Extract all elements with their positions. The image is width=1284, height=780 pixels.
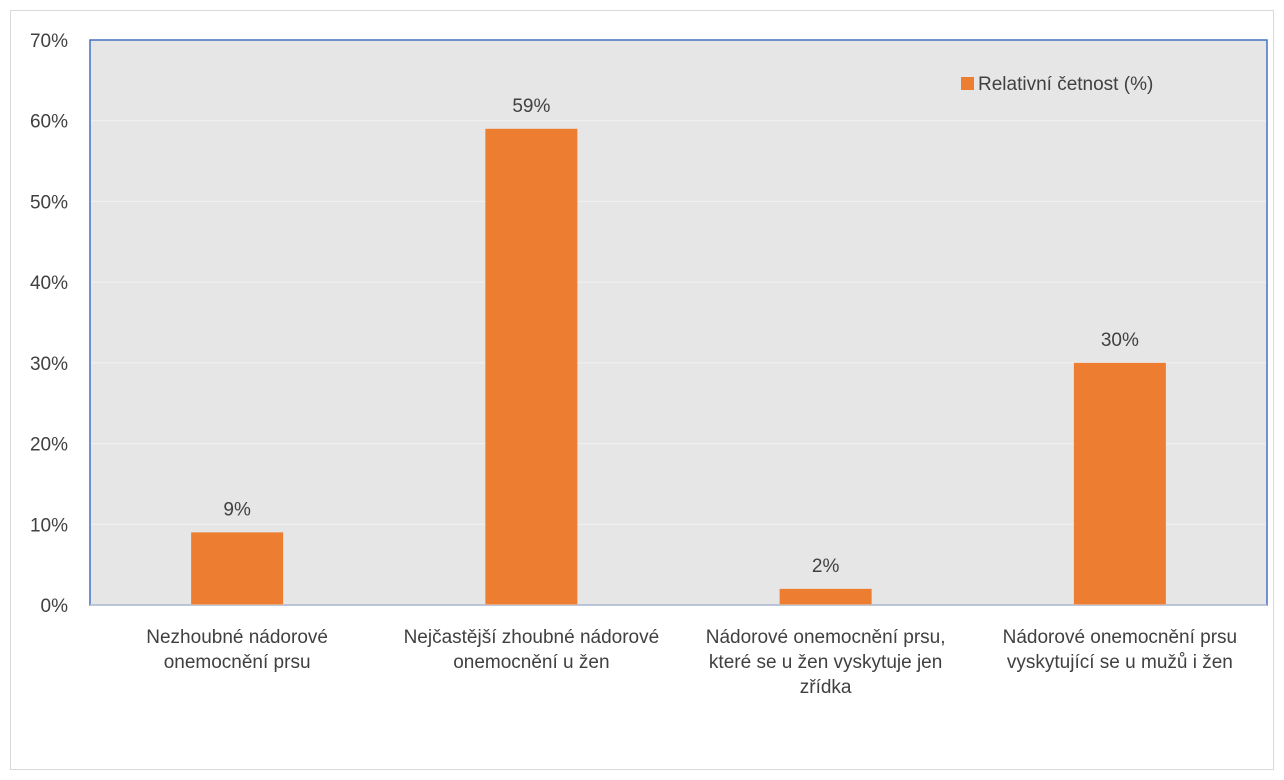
- legend-label: Relativní četnost (%): [978, 74, 1153, 95]
- x-tick-label: onemocnění prsu: [164, 652, 311, 673]
- data-label: 59%: [512, 96, 550, 117]
- x-tick-label: které se u žen vyskytuje jen: [709, 652, 942, 673]
- x-tick-label: Nádorové onemocnění prsu,: [706, 627, 946, 648]
- y-tick-label: 10%: [30, 515, 68, 536]
- y-tick-label: 20%: [30, 435, 68, 456]
- bar: [1073, 362, 1166, 605]
- data-label: 2%: [812, 556, 840, 577]
- legend-swatch: [961, 77, 974, 90]
- x-tick-label: zřídka: [800, 677, 852, 698]
- data-label: 30%: [1101, 330, 1139, 351]
- y-tick-label: 60%: [30, 112, 68, 133]
- y-tick-label: 50%: [30, 192, 68, 213]
- y-tick-label: 40%: [30, 273, 68, 294]
- bar: [191, 532, 284, 605]
- x-tick-label: vyskytující se u mužů i žen: [1007, 652, 1233, 673]
- data-label: 9%: [223, 499, 251, 520]
- y-tick-label: 70%: [30, 31, 68, 52]
- x-tick-label: Nádorové onemocnění prsu: [1003, 627, 1237, 648]
- x-tick-label: Nezhoubné nádorové: [146, 627, 328, 648]
- x-tick-label: Nejčastější zhoubné nádorové: [404, 627, 660, 648]
- y-tick-label: 30%: [30, 354, 68, 375]
- plot-area: [90, 40, 1267, 605]
- y-tick-label: 0%: [41, 596, 69, 617]
- x-tick-label: onemocnění u žen: [453, 652, 609, 673]
- bar: [485, 128, 578, 606]
- bar: [779, 588, 872, 605]
